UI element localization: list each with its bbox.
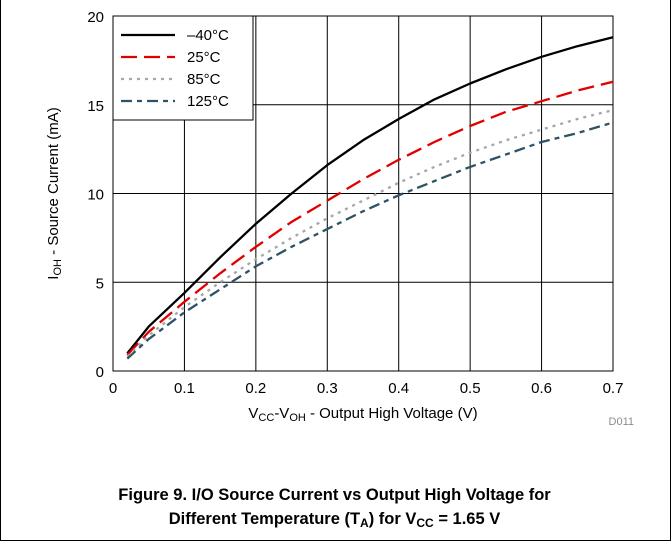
legend-label: –40°C: [187, 27, 229, 44]
y-axis-label: IOH - Source Current (mA): [45, 107, 64, 279]
series-layer: [126, 36, 614, 360]
y-tick-label: 15: [87, 98, 104, 115]
x-tick-label: 0.3: [317, 380, 338, 397]
figure-id: D011: [609, 416, 634, 428]
series-line-3: [126, 108, 614, 358]
x-tick-label: 0: [109, 380, 117, 397]
y-tick-label: 20: [87, 9, 104, 26]
x-axis-label: VCC-VOH - Output High Voltage (V): [248, 405, 477, 424]
legend: –40°C 25°C 85°C 125°C: [112, 15, 254, 121]
x-tick-label: 0.1: [174, 380, 195, 397]
caption-line-2: Different Temperature (TA) for VCC = 1.6…: [168, 510, 501, 530]
y-tick-label: 5: [96, 275, 104, 292]
series-line-2: [126, 80, 614, 356]
x-tick-label: 0.5: [460, 380, 481, 397]
figure-caption: Figure 9. I/O Source Current vs Output H…: [0, 483, 669, 531]
x-tick-label: 0.2: [245, 380, 266, 397]
caption-line-1: Figure 9. I/O Source Current vs Output H…: [118, 486, 551, 504]
plot-border: [112, 15, 614, 372]
y-tick-label: 0: [96, 364, 104, 381]
legend-label: 85°C: [187, 71, 221, 88]
legend-label: 25°C: [187, 49, 221, 66]
legend-box: [112, 15, 254, 121]
series-line-4: [126, 121, 614, 360]
x-tick-label: 0.4: [388, 380, 409, 397]
legend-label: 125°C: [187, 93, 229, 110]
x-tick-label: 0.6: [531, 380, 552, 397]
x-tick-label: 0.7: [603, 380, 624, 397]
tick-labels: 0 0.1 0.2 0.3 0.4 0.5 0.6 0.7 0 5 10 15 20: [87, 9, 623, 397]
series-line-1: [126, 36, 614, 355]
y-tick-label: 10: [87, 187, 104, 204]
